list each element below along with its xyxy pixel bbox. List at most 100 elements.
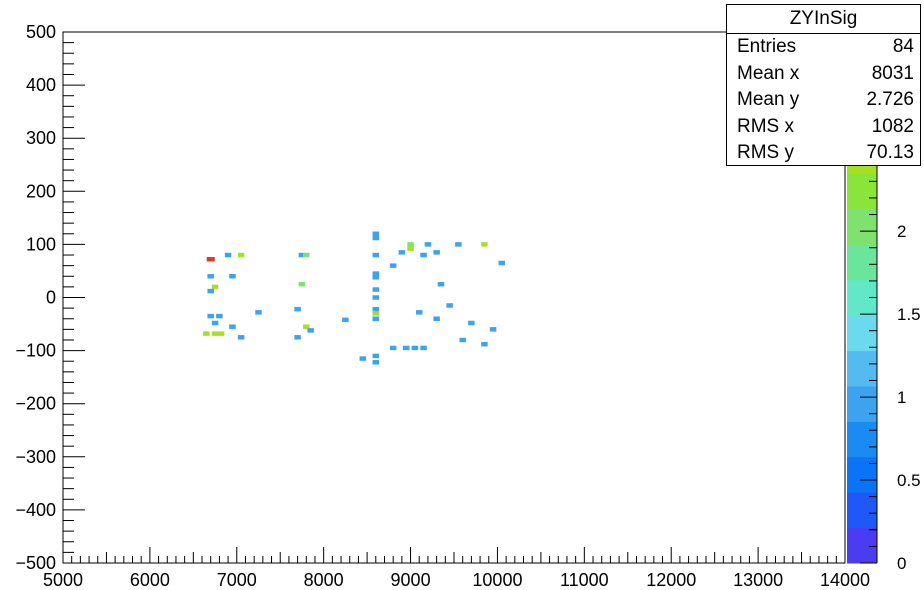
x-tick-label: 9000: [391, 570, 431, 590]
heatmap-cell: [217, 331, 225, 336]
heatmap-cell: [224, 252, 232, 258]
palette-band: [847, 421, 877, 458]
x-tick-label: 10000: [472, 570, 522, 590]
heatmap-cell: [211, 284, 219, 290]
heatmap-cell: [372, 311, 380, 316]
heatmap-cell: [255, 310, 262, 315]
heatmap-cell: [303, 252, 310, 258]
heatmap-cell: [372, 316, 380, 321]
heatmap-cell: [446, 303, 453, 308]
y-tick-label: 100: [26, 234, 56, 254]
heatmap-cell: [206, 257, 215, 262]
heatmap-cell: [437, 281, 445, 287]
heatmap-cell: [398, 250, 406, 255]
palette-band: [847, 173, 877, 210]
heatmap-cell: [372, 306, 380, 312]
heatmap-cell: [407, 242, 414, 247]
heatmap-cell: [459, 337, 466, 343]
heatmap-cell: [294, 306, 301, 312]
y-tick-label: 300: [26, 128, 56, 148]
heatmap-cell: [237, 335, 245, 340]
y-tick-label: −200: [15, 394, 56, 414]
heatmap-cell: [481, 242, 488, 247]
x-axis: 5000 6000 7000 8000 9000 10000 11000 12000 13000…: [43, 547, 870, 590]
heatmap-cell: [207, 274, 214, 279]
heatmap-cell: [407, 246, 414, 251]
stats-value: 8031: [871, 62, 914, 84]
heatmap-cell: [468, 320, 475, 326]
x-tick-label: 13000: [733, 570, 783, 590]
x-tick-label: 12000: [646, 570, 696, 590]
y-tick-label: −300: [15, 447, 56, 467]
x-tick-label: 7000: [217, 570, 257, 590]
heatmap-cell: [359, 356, 367, 361]
heatmap-cell: [207, 313, 214, 319]
heatmap-cell: [216, 313, 223, 319]
heatmap-cell: [237, 252, 245, 258]
heatmap-cell: [372, 275, 380, 280]
stats-label: RMS x: [737, 115, 794, 137]
heatmap-cell: [298, 252, 306, 258]
y-tick-label: −500: [15, 553, 56, 573]
heatmap-cell: [203, 331, 210, 336]
heatmap-cell: [455, 242, 462, 247]
heatmap-cell: [411, 345, 419, 351]
heatmap-cell: [303, 324, 310, 329]
heatmap-cell: [372, 295, 380, 300]
y-tick-label: 200: [26, 181, 56, 201]
z-tick-label: 0: [897, 554, 906, 573]
heatmap-cell: [372, 271, 380, 276]
heatmap-cell: [294, 335, 301, 340]
heatmap-cell: [389, 263, 397, 268]
stats-label: Mean x: [737, 62, 800, 84]
y-axis: 500 400 300 200 100 0 −100 −200 −300 −400 −500: [15, 22, 85, 573]
heatmap-cell: [420, 252, 427, 258]
palette-band: [847, 244, 877, 281]
heatmap-cell: [229, 274, 236, 279]
heatmap-cell: [307, 328, 314, 333]
palette-band: [847, 492, 877, 529]
palette-band: [847, 350, 877, 387]
heatmap-cell: [481, 341, 488, 347]
y-tick-label: 500: [26, 22, 56, 42]
x-tick-label: 5000: [43, 570, 83, 590]
x-tick-label: 11000: [560, 570, 609, 590]
stats-label: Mean y: [737, 89, 800, 110]
heatmap-cell: [211, 331, 219, 336]
heatmap-cell: [372, 235, 380, 241]
z-tick-label: 0.5: [897, 471, 921, 490]
palette-band: [847, 456, 877, 493]
stats-row-mean-y: Mean y 2.726: [727, 87, 920, 114]
x-tick-label: 6000: [130, 570, 170, 590]
heatmap-cell: [372, 360, 380, 365]
stats-label: RMS y: [737, 142, 794, 163]
heatmap-cell: [389, 345, 397, 351]
heatmap-cell: [298, 281, 306, 287]
heatmap-cell: [420, 345, 427, 351]
y-tick-label: −400: [15, 500, 56, 520]
stats-row-mean-x: Mean x 8031: [727, 61, 920, 88]
palette-band: [847, 527, 877, 564]
heatmap-cell: [433, 316, 440, 321]
heatmap-cell: [372, 287, 380, 292]
heatmap-cell: [342, 317, 349, 323]
stats-row-rms-x: RMS x 1082: [727, 114, 920, 141]
stats-value: 70.13: [866, 142, 914, 163]
z-tick-label: 1.5: [897, 305, 921, 324]
x-tick-label: 8000: [304, 570, 344, 590]
heatmap-cell: [372, 231, 380, 237]
y-tick-label: 0: [46, 288, 56, 308]
stats-value: 2.726: [866, 89, 914, 110]
stats-value: 84: [892, 36, 914, 57]
heatmap-cell: [489, 327, 497, 332]
heatmap-cell: [498, 260, 506, 266]
stats-title: ZYInSig: [727, 5, 920, 34]
heatmap-cells: [203, 231, 506, 365]
heatmap-cell: [372, 252, 380, 258]
heatmap-cell: [372, 353, 380, 359]
stats-row-entries: Entries 84: [727, 34, 920, 61]
palette-band: [847, 386, 877, 422]
y-tick-label: −100: [15, 341, 56, 361]
palette-band: [847, 315, 877, 352]
stats-value: 1082: [871, 115, 914, 137]
